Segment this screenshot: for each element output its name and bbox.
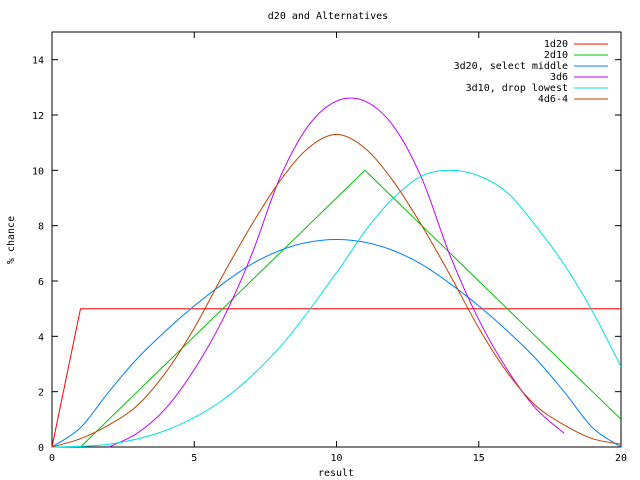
series-line-1d20 (51, 308, 621, 448)
x-tick-label: 10 (330, 453, 342, 464)
legend-label: 4d6-4 (538, 94, 568, 105)
series-line-4d6-4 (51, 133, 622, 448)
y-tick-label: 14 (32, 56, 44, 67)
x-tick-label: 5 (191, 453, 197, 464)
x-axis-label: result (318, 468, 354, 479)
legend-label: 3d20, select middle (454, 61, 568, 72)
legend-label: 3d10, drop lowest (466, 83, 568, 94)
series-line-2d10 (80, 169, 622, 448)
x-tick-label: 15 (473, 453, 485, 464)
y-tick-label: 4 (38, 332, 44, 343)
legend-label: 1d20 (544, 39, 568, 50)
y-axis-label: % chance (6, 216, 17, 264)
series-line-3d6 (108, 97, 565, 448)
series-layer (51, 97, 622, 448)
y-tick-label: 10 (32, 166, 44, 177)
legend-label: 3d6 (550, 72, 568, 83)
y-tick-label: 0 (38, 443, 44, 454)
y-tick-label: 2 (38, 388, 44, 399)
series-line-3d20-select-middle (51, 238, 622, 448)
legend-label: 2d10 (544, 50, 568, 61)
x-tick-label: 0 (49, 453, 55, 464)
y-tick-label: 6 (38, 277, 44, 288)
y-tick-label: 12 (32, 111, 44, 122)
chart-title: d20 and Alternatives (268, 11, 388, 22)
y-tick-label: 8 (38, 222, 44, 233)
x-tick-label: 20 (615, 453, 627, 464)
